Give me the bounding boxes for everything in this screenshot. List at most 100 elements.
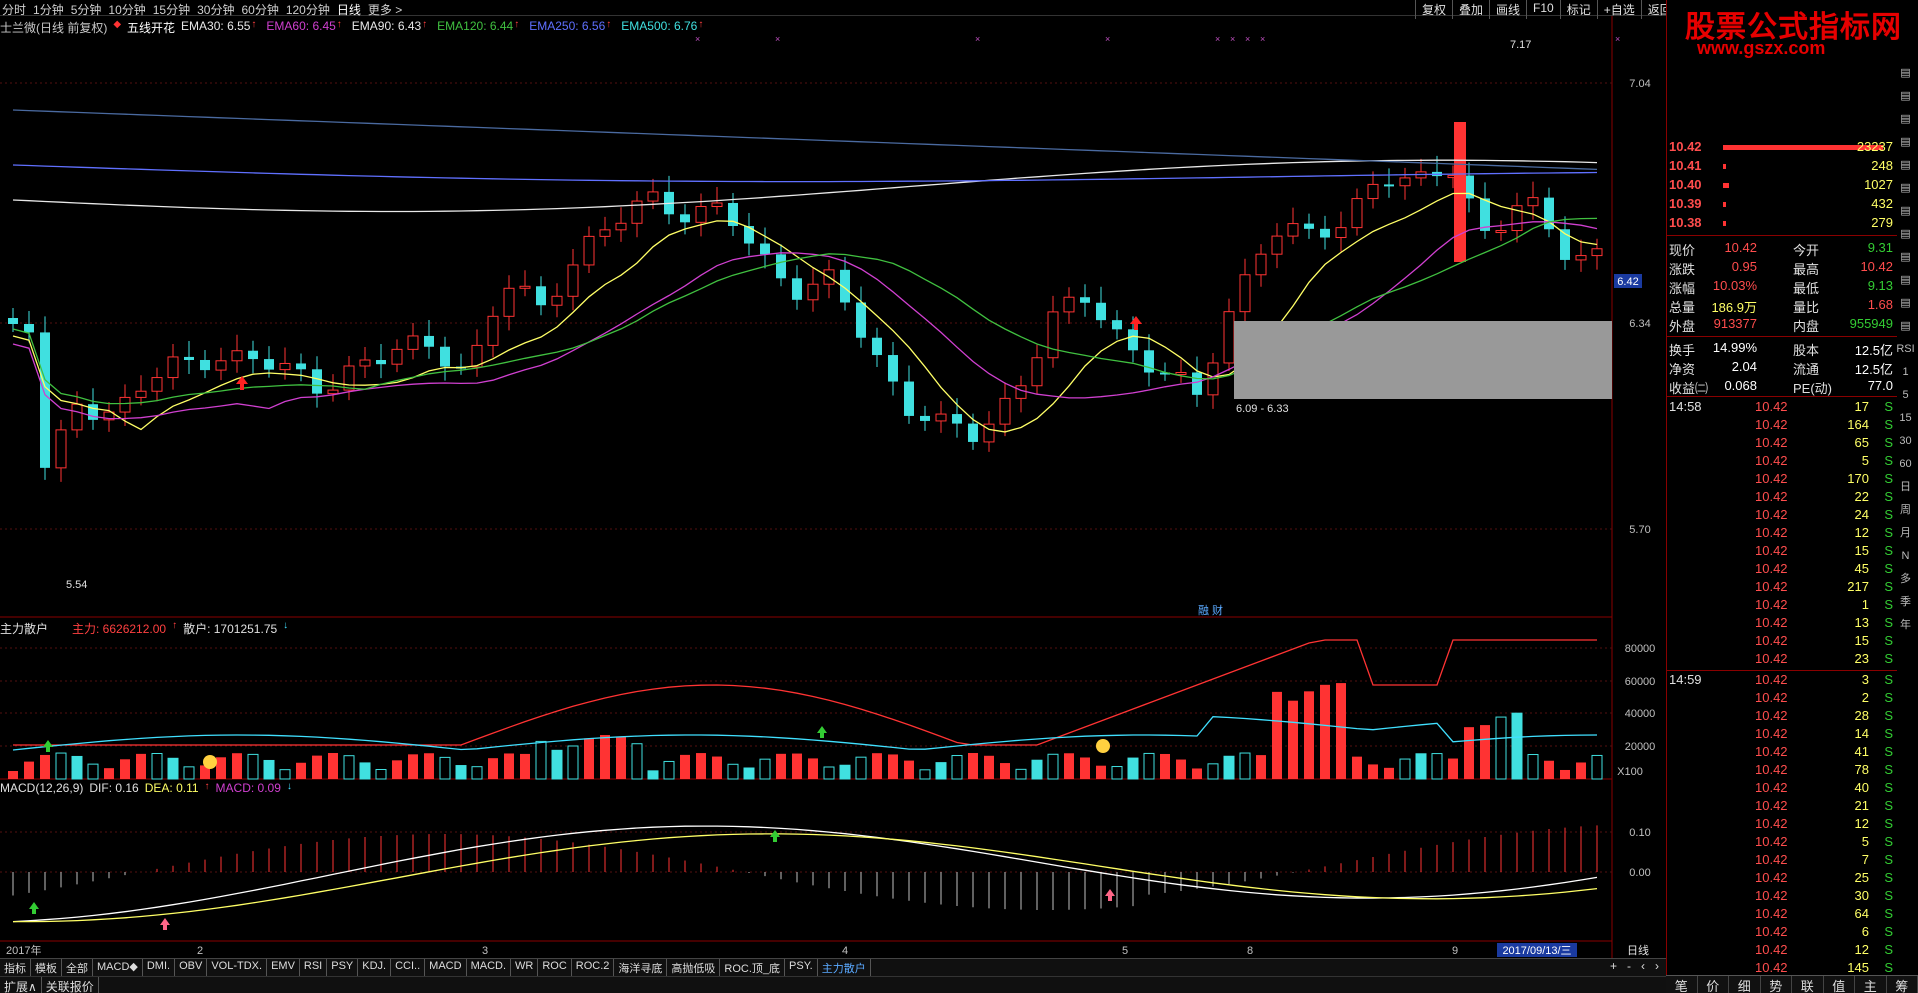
indicator-tab-15[interactable]: ROC — [538, 959, 572, 976]
side-tool-icon[interactable]: ▤ — [1900, 113, 1911, 125]
period-2[interactable]: 5分钟 — [70, 3, 102, 17]
tick-volume: 45 — [1854, 561, 1869, 576]
period-9[interactable]: 更多 > — [367, 3, 403, 17]
indicator-tab-18[interactable]: 高抛低吸 — [667, 959, 721, 976]
side-tool-11[interactable]: 季 — [1900, 596, 1911, 608]
indicator-tab-11[interactable]: CCI.. — [391, 959, 426, 976]
side-tool-icon[interactable]: ▤ — [1900, 297, 1911, 309]
indicator-tab-7[interactable]: EMV — [267, 959, 300, 976]
capital-axis-label: 40000 — [1625, 708, 1656, 720]
quote-value: 77.0 — [1867, 378, 1893, 393]
panel-tab-6[interactable]: 主 — [1855, 976, 1887, 993]
tab-control-3[interactable]: › — [1655, 959, 1660, 973]
period-4[interactable]: 15分钟 — [152, 3, 191, 17]
candle-body — [536, 286, 546, 306]
period-5[interactable]: 30分钟 — [197, 3, 235, 17]
panel-tab-5[interactable]: 值 — [1824, 976, 1855, 993]
side-tool-0[interactable]: RSI — [1896, 343, 1915, 355]
event-marker-label[interactable]: 融 财 — [1198, 603, 1223, 617]
panel-tab-4[interactable]: 联 — [1792, 976, 1824, 993]
order-book-row[interactable]: 10.40 1027 — [1667, 177, 1897, 195]
side-tool-3[interactable]: 15 — [1899, 412, 1912, 424]
capital-bar — [200, 765, 210, 779]
side-tool-9[interactable]: N — [1901, 550, 1910, 562]
quote-label: 股本 — [1793, 343, 1820, 358]
indicator-tab-9[interactable]: PSY — [327, 959, 359, 976]
indicator-tab-17[interactable]: 海洋寻底 — [614, 959, 668, 976]
indicator-tab-4[interactable]: DMI. — [143, 959, 176, 976]
indicator-tab-8[interactable]: RSI — [300, 959, 328, 976]
side-tool-4[interactable]: 30 — [1899, 435, 1912, 447]
toolbar-button-6[interactable]: 返回 — [1640, 0, 1678, 19]
toolbar-button-1[interactable]: 叠加 — [1452, 0, 1489, 19]
indicator-tab-1[interactable]: 模板 — [31, 959, 62, 976]
tick-side: S — [1884, 852, 1893, 867]
period-selector: 分时 1分钟 5分钟 10分钟 15分钟 30分钟 60分钟 120分钟 日线 更多 > — [2, 1, 402, 18]
period-0[interactable]: 分时 — [2, 3, 27, 17]
period-6[interactable]: 60分钟 — [241, 3, 279, 17]
side-tool-icon[interactable]: ▤ — [1900, 90, 1911, 102]
quote-label: 内盘 — [1793, 319, 1820, 334]
side-tool-icon[interactable]: ▤ — [1900, 320, 1911, 332]
side-tool-2[interactable]: 5 — [1902, 389, 1909, 401]
indicator-tab-19[interactable]: ROC.顶_底 — [720, 959, 786, 976]
side-tool-icon[interactable]: ▤ — [1900, 205, 1911, 217]
indicator-tab-12[interactable]: MACD — [425, 959, 467, 976]
toolbar-button-4[interactable]: 标记 — [1559, 0, 1597, 19]
panel-tab-7[interactable]: 筹 — [1887, 976, 1918, 993]
period-label[interactable]: 日线 — [1627, 943, 1649, 957]
indicator-tab-3[interactable]: MACD◆ — [93, 959, 143, 976]
candle-body — [1399, 177, 1411, 187]
panel-tab-2[interactable]: 细 — [1729, 976, 1761, 993]
side-tool-1[interactable]: 1 — [1902, 366, 1909, 378]
toolbar-button-5[interactable]: +自选 — [1596, 0, 1641, 19]
tab-control-1[interactable]: - — [1627, 959, 1632, 973]
side-tool-12[interactable]: 年 — [1900, 619, 1911, 631]
toolbar-button-2[interactable]: 画线 — [1489, 0, 1526, 19]
bottom-tab-1[interactable]: 关联报价 — [42, 977, 99, 993]
panel-tab-3[interactable]: 势 — [1761, 976, 1792, 993]
indicator-tab-2[interactable]: 全部 — [62, 959, 93, 976]
panel-tab-0[interactable]: 笔 — [1666, 976, 1698, 993]
toolbar-button-3[interactable]: F10 — [1526, 0, 1560, 19]
tick-volume: 170 — [1847, 471, 1869, 486]
side-tool-6[interactable]: 日 — [1900, 481, 1911, 493]
indicator-tab-5[interactable]: OBV — [175, 959, 208, 976]
tick-row: 10.42 5 S — [1667, 834, 1897, 852]
order-book-row[interactable]: 10.42 23237 — [1667, 139, 1897, 157]
side-tool-icon[interactable]: ▤ — [1900, 251, 1911, 263]
side-tool-5[interactable]: 60 — [1899, 458, 1912, 470]
order-book-row[interactable]: 10.38 279 — [1667, 215, 1897, 233]
period-8[interactable]: 日线 — [336, 3, 361, 17]
side-tool-icon[interactable]: ▤ — [1900, 159, 1911, 171]
toolbar-button-0[interactable]: 复权 — [1415, 0, 1452, 19]
side-tool-icon[interactable]: ▤ — [1900, 182, 1911, 194]
panel-tab-1[interactable]: 价 — [1698, 976, 1729, 993]
side-tool-icon[interactable]: ▤ — [1900, 67, 1911, 79]
order-book-row[interactable]: 10.41 248 — [1667, 158, 1897, 176]
side-tool-icon[interactable]: ▤ — [1900, 136, 1911, 148]
period-7[interactable]: 120分钟 — [285, 3, 330, 17]
period-1[interactable]: 1分钟 — [33, 3, 64, 17]
tab-control-2[interactable]: ‹ — [1641, 959, 1646, 973]
side-tool-10[interactable]: 多 — [1900, 573, 1911, 585]
tab-control-0[interactable]: + — [1610, 959, 1618, 973]
indicator-tab-6[interactable]: VOL-TDX. — [207, 959, 268, 976]
tick-price: 10.42 — [1755, 942, 1788, 957]
indicator-tab-10[interactable]: KDJ. — [358, 959, 392, 976]
indicator-tab-0[interactable]: 指标 — [0, 959, 31, 976]
indicator-tab-14[interactable]: WR — [511, 959, 539, 976]
side-tool-icon[interactable]: ▤ — [1900, 228, 1911, 240]
indicator-tab-20[interactable]: PSY. — [785, 959, 818, 976]
side-tool-7[interactable]: 周 — [1900, 504, 1911, 516]
bottom-tab-0[interactable]: 扩展∧ — [0, 977, 42, 993]
indicator-tab-21[interactable]: 主力散户 — [818, 959, 871, 976]
indicator-tab-13[interactable]: MACD. — [467, 959, 512, 976]
period-3[interactable]: 10分钟 — [108, 3, 146, 17]
indicator-tab-16[interactable]: ROC.2 — [572, 959, 615, 976]
side-tool-8[interactable]: 月 — [1900, 527, 1911, 539]
candle-body — [983, 423, 995, 443]
order-book-row[interactable]: 10.39 432 — [1667, 196, 1897, 214]
side-tool-icon[interactable]: ▤ — [1900, 274, 1911, 286]
stock-chart[interactable]: 7.04 6.34 5.70 6.42 80000 60000 40000 20000 X100… — [0, 0, 1666, 958]
